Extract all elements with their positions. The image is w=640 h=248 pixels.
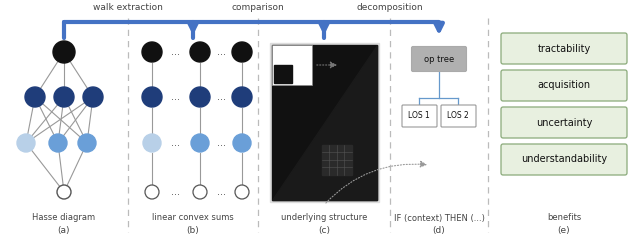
FancyBboxPatch shape <box>441 105 476 127</box>
FancyBboxPatch shape <box>501 107 627 138</box>
Text: ...: ... <box>172 187 180 197</box>
Circle shape <box>49 134 67 152</box>
Text: linear convex sums: linear convex sums <box>152 214 234 222</box>
Text: ...: ... <box>216 47 225 57</box>
Text: understandability: understandability <box>521 155 607 164</box>
Text: ...: ... <box>172 138 180 148</box>
FancyBboxPatch shape <box>501 144 627 175</box>
Text: tractability: tractability <box>538 43 591 54</box>
Circle shape <box>193 185 207 199</box>
FancyBboxPatch shape <box>412 47 467 71</box>
Polygon shape <box>272 45 377 200</box>
Text: underlying structure: underlying structure <box>281 214 367 222</box>
FancyBboxPatch shape <box>501 33 627 64</box>
Text: benefits: benefits <box>547 214 581 222</box>
Text: ...: ... <box>216 187 225 197</box>
Circle shape <box>83 87 103 107</box>
Text: comparison: comparison <box>232 3 284 12</box>
Circle shape <box>233 134 251 152</box>
Text: ...: ... <box>216 92 225 102</box>
Text: op tree: op tree <box>424 55 454 63</box>
Bar <box>270 43 379 202</box>
Text: (c): (c) <box>318 225 330 235</box>
Circle shape <box>232 42 252 62</box>
Text: ...: ... <box>216 138 225 148</box>
Circle shape <box>53 41 75 63</box>
Text: Hasse diagram: Hasse diagram <box>33 214 95 222</box>
Circle shape <box>143 134 161 152</box>
Text: (a): (a) <box>58 225 70 235</box>
Text: walk extraction: walk extraction <box>93 3 163 12</box>
Circle shape <box>232 87 252 107</box>
Circle shape <box>142 42 162 62</box>
Circle shape <box>142 87 162 107</box>
Text: decomposition: decomposition <box>356 3 423 12</box>
Bar <box>274 65 292 83</box>
Circle shape <box>190 87 210 107</box>
Text: acquisition: acquisition <box>538 81 591 91</box>
Circle shape <box>78 134 96 152</box>
Circle shape <box>145 185 159 199</box>
Text: IF (context) THEN (...): IF (context) THEN (...) <box>394 214 484 222</box>
FancyBboxPatch shape <box>402 105 437 127</box>
Text: (d): (d) <box>433 225 445 235</box>
Text: (e): (e) <box>557 225 570 235</box>
Circle shape <box>191 134 209 152</box>
Circle shape <box>54 87 74 107</box>
Bar <box>272 45 377 200</box>
Bar <box>322 145 352 175</box>
Circle shape <box>25 87 45 107</box>
Text: (b): (b) <box>187 225 200 235</box>
Circle shape <box>57 185 71 199</box>
FancyBboxPatch shape <box>501 70 627 101</box>
Text: ...: ... <box>172 47 180 57</box>
Text: LOS 1: LOS 1 <box>408 112 430 121</box>
Text: ...: ... <box>172 92 180 102</box>
Circle shape <box>17 134 35 152</box>
Circle shape <box>235 185 249 199</box>
Text: uncertainty: uncertainty <box>536 118 592 127</box>
Bar <box>272 45 312 85</box>
Text: LOS 2: LOS 2 <box>447 112 469 121</box>
Circle shape <box>190 42 210 62</box>
